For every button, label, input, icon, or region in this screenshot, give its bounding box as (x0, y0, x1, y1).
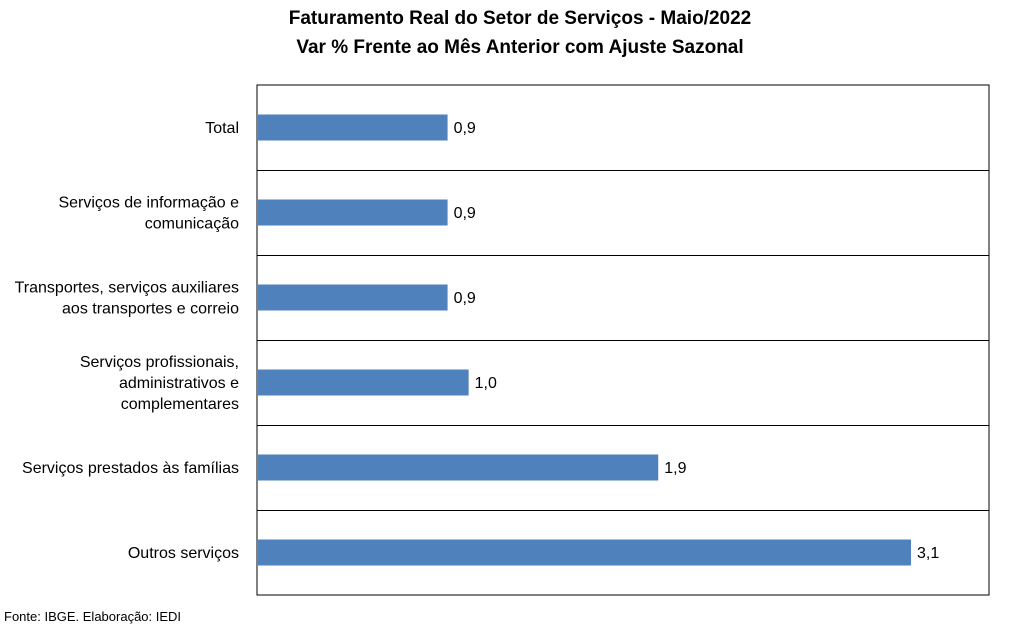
data-label: 1,9 (664, 460, 686, 477)
category-label: comunicação (145, 216, 239, 233)
data-label: 3,1 (917, 545, 939, 562)
data-label: 0,9 (454, 120, 476, 137)
category-label: Serviços prestados às famílias (22, 460, 239, 477)
category-label: Serviços de informação e (58, 195, 239, 212)
category-label: Transportes, serviços auxiliares (15, 280, 239, 297)
bar (258, 539, 911, 566)
category-label: Total (205, 120, 239, 137)
category-label: administrativos e (119, 375, 239, 392)
category-label: complementares (121, 396, 239, 413)
bar (258, 199, 448, 226)
category-label: Serviços profissionais, (80, 354, 239, 371)
bar (258, 369, 469, 396)
data-label: 0,9 (454, 290, 476, 307)
category-label: Outros serviços (128, 545, 239, 562)
chart-subtitle: Var % Frente ao Mês Anterior com Ajuste … (296, 37, 744, 58)
data-label: 0,9 (454, 205, 476, 222)
bar (258, 114, 448, 141)
source-note: Fonte: IBGE. Elaboração: IEDI (4, 609, 182, 624)
data-label: 1,0 (475, 375, 497, 392)
category-label: aos transportes e correio (62, 301, 239, 318)
bar (258, 454, 659, 481)
chart-title-block: Faturamento Real do Setor de Serviços - … (0, 4, 1011, 62)
bar (258, 284, 448, 311)
chart-title: Faturamento Real do Setor de Serviços - … (288, 8, 752, 29)
